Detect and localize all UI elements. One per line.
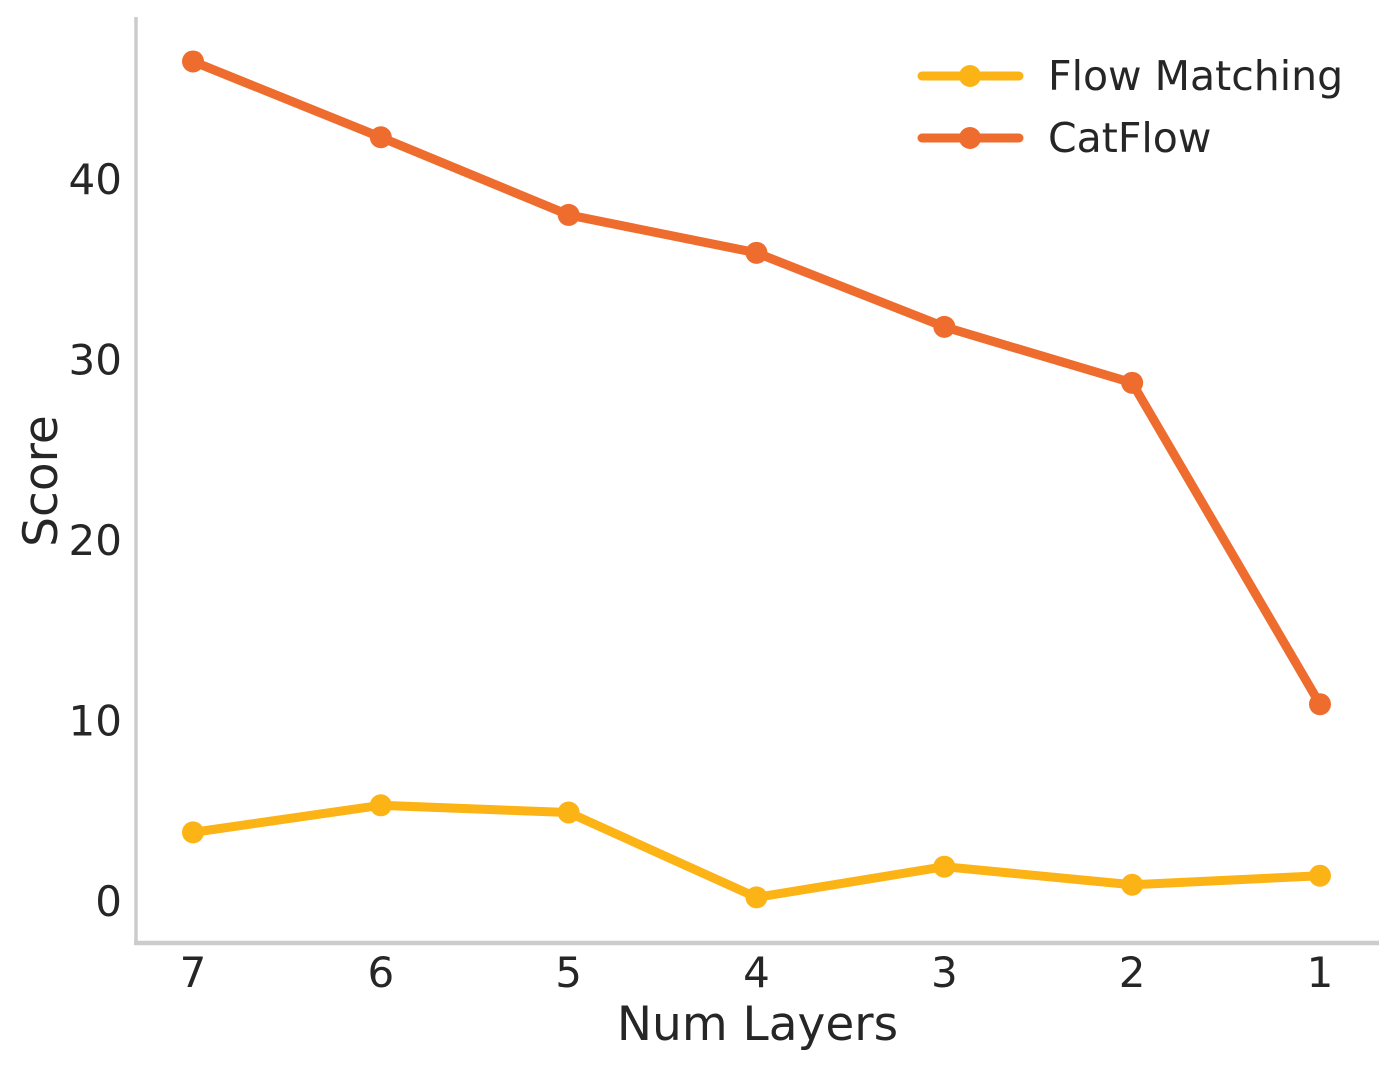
y-tick-label: 30 xyxy=(69,335,122,384)
legend-label-catflow: CatFlow xyxy=(1048,114,1211,162)
x-axis-label: Num Layers xyxy=(617,997,898,1052)
legend-label-flow-matching: Flow Matching xyxy=(1048,52,1343,100)
data-point-catflow xyxy=(557,203,580,226)
x-tick-label: 4 xyxy=(743,948,770,997)
x-tick-label: 6 xyxy=(367,948,394,997)
y-tick-label: 20 xyxy=(69,516,122,565)
data-point-catflow xyxy=(1308,693,1331,716)
data-point-flow-matching xyxy=(745,886,768,909)
data-point-flow-matching xyxy=(933,855,956,878)
data-point-catflow xyxy=(933,315,956,338)
data-point-flow-matching xyxy=(557,801,580,824)
data-point-flow-matching xyxy=(182,821,204,844)
data-point-catflow xyxy=(1121,371,1144,394)
legend-marker-catflow xyxy=(959,127,981,149)
y-axis-label: Score xyxy=(14,415,69,547)
data-point-catflow xyxy=(369,126,392,149)
y-tick-label: 40 xyxy=(69,155,122,204)
x-tick-label: 1 xyxy=(1307,948,1334,997)
data-point-flow-matching xyxy=(369,794,392,817)
x-tick-label: 5 xyxy=(555,948,582,997)
x-tick-label: 3 xyxy=(931,948,958,997)
series-line-flow-matching xyxy=(188,800,1325,902)
data-point-catflow xyxy=(745,241,768,264)
data-point-flow-matching xyxy=(1121,873,1144,896)
x-tick-label: 7 xyxy=(180,948,207,997)
x-tick-label: 2 xyxy=(1119,948,1146,997)
y-tick-label: 0 xyxy=(95,877,122,926)
legend-marker-flow-matching xyxy=(959,65,981,87)
data-point-flow-matching xyxy=(1308,864,1331,887)
data-point-catflow xyxy=(182,50,204,73)
y-tick-label: 10 xyxy=(69,696,122,745)
